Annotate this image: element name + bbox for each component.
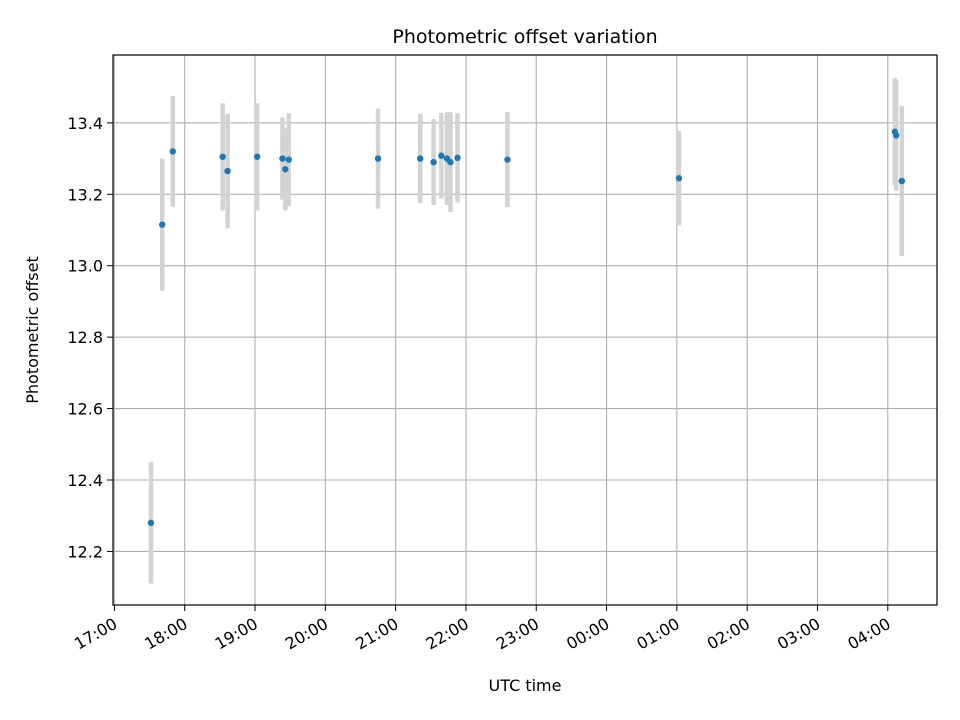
y-tick-label: 13.4 xyxy=(67,114,103,133)
y-tick-label: 13.2 xyxy=(67,185,103,204)
data-point xyxy=(159,221,166,228)
data-point xyxy=(224,167,231,175)
data-point xyxy=(147,519,155,527)
data-point xyxy=(454,154,461,162)
data-point xyxy=(285,156,292,163)
data-point xyxy=(430,158,437,166)
data-point xyxy=(898,177,906,185)
y-tick-label: 12.2 xyxy=(67,542,103,561)
y-axis: 12.2 12.4 12.6 12.8 13.0 13.2 13.4 xyxy=(67,114,113,561)
plot-area-frame xyxy=(112,54,938,606)
data-point xyxy=(219,153,226,160)
y-tick-label: 13.0 xyxy=(67,257,103,276)
data-point xyxy=(438,152,445,159)
data-point xyxy=(504,156,511,163)
data-points xyxy=(147,128,906,527)
x-axis-label: UTC time xyxy=(489,676,562,695)
chart-title: Photometric offset variation xyxy=(392,26,657,48)
data-point xyxy=(282,166,289,173)
data-point xyxy=(447,158,454,166)
y-tick-label: 12.6 xyxy=(67,400,103,419)
data-point xyxy=(675,175,683,182)
y-tick-label: 12.8 xyxy=(67,328,103,347)
data-point xyxy=(279,155,286,162)
data-point xyxy=(417,155,424,162)
y-axis-label: Photometric offset xyxy=(23,256,42,404)
data-point xyxy=(893,132,900,139)
y-tick-label: 12.4 xyxy=(67,471,103,490)
data-point xyxy=(374,155,382,162)
grid xyxy=(113,55,937,605)
data-point xyxy=(253,153,261,160)
data-point xyxy=(169,148,176,155)
